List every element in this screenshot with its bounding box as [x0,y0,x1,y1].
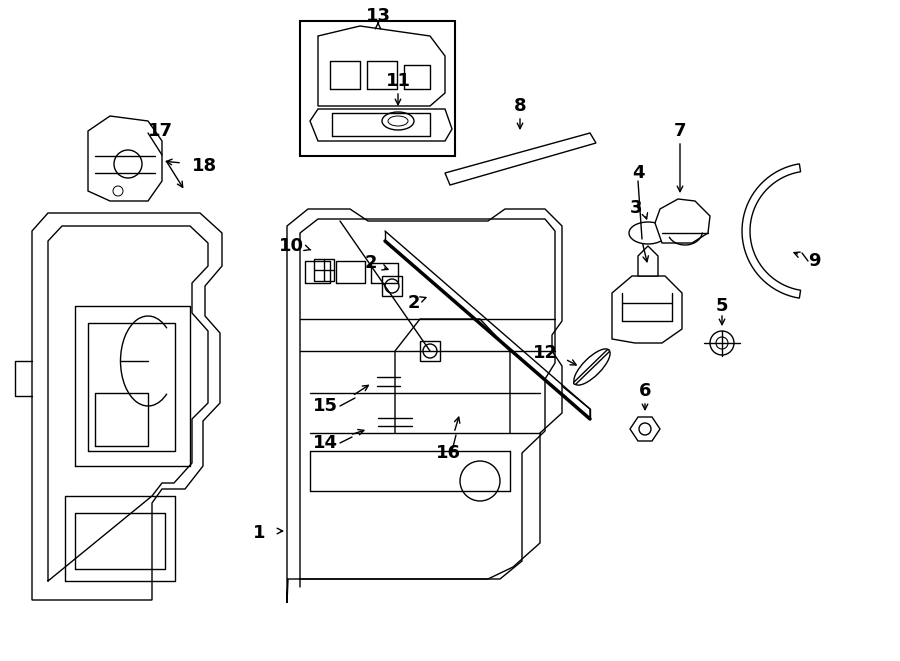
Polygon shape [630,417,660,441]
Text: 1: 1 [253,524,265,542]
Polygon shape [318,26,445,106]
Polygon shape [368,403,422,446]
Bar [300,21,455,156]
Polygon shape [655,199,710,243]
Text: 4: 4 [632,164,644,182]
Polygon shape [742,164,801,298]
Text: 13: 13 [365,7,391,25]
Text: 16: 16 [436,444,461,462]
Polygon shape [310,109,452,141]
Polygon shape [385,231,590,419]
Polygon shape [372,361,405,399]
Text: 6: 6 [639,382,652,400]
Text: 3: 3 [629,199,642,217]
Ellipse shape [388,116,408,126]
Polygon shape [612,276,682,343]
Text: 2: 2 [408,294,420,312]
Text: 10: 10 [279,237,304,255]
Text: 15: 15 [313,397,338,415]
Text: 14: 14 [313,434,338,452]
Polygon shape [445,133,596,185]
Polygon shape [287,209,562,603]
Text: 9: 9 [808,252,821,270]
Polygon shape [88,116,162,201]
Bar [314,259,334,281]
Ellipse shape [629,222,667,244]
Text: 5: 5 [716,297,728,315]
Bar [382,276,402,296]
Text: 12: 12 [533,344,558,362]
Bar [420,341,440,361]
Polygon shape [32,213,222,600]
Text: 2: 2 [365,254,377,272]
Ellipse shape [574,349,610,385]
Text: 18: 18 [192,157,217,175]
Text: 11: 11 [385,72,410,90]
Text: 17: 17 [148,122,173,140]
Polygon shape [638,246,658,276]
Text: 8: 8 [514,97,526,115]
Text: 7: 7 [674,122,686,140]
Ellipse shape [382,112,414,130]
